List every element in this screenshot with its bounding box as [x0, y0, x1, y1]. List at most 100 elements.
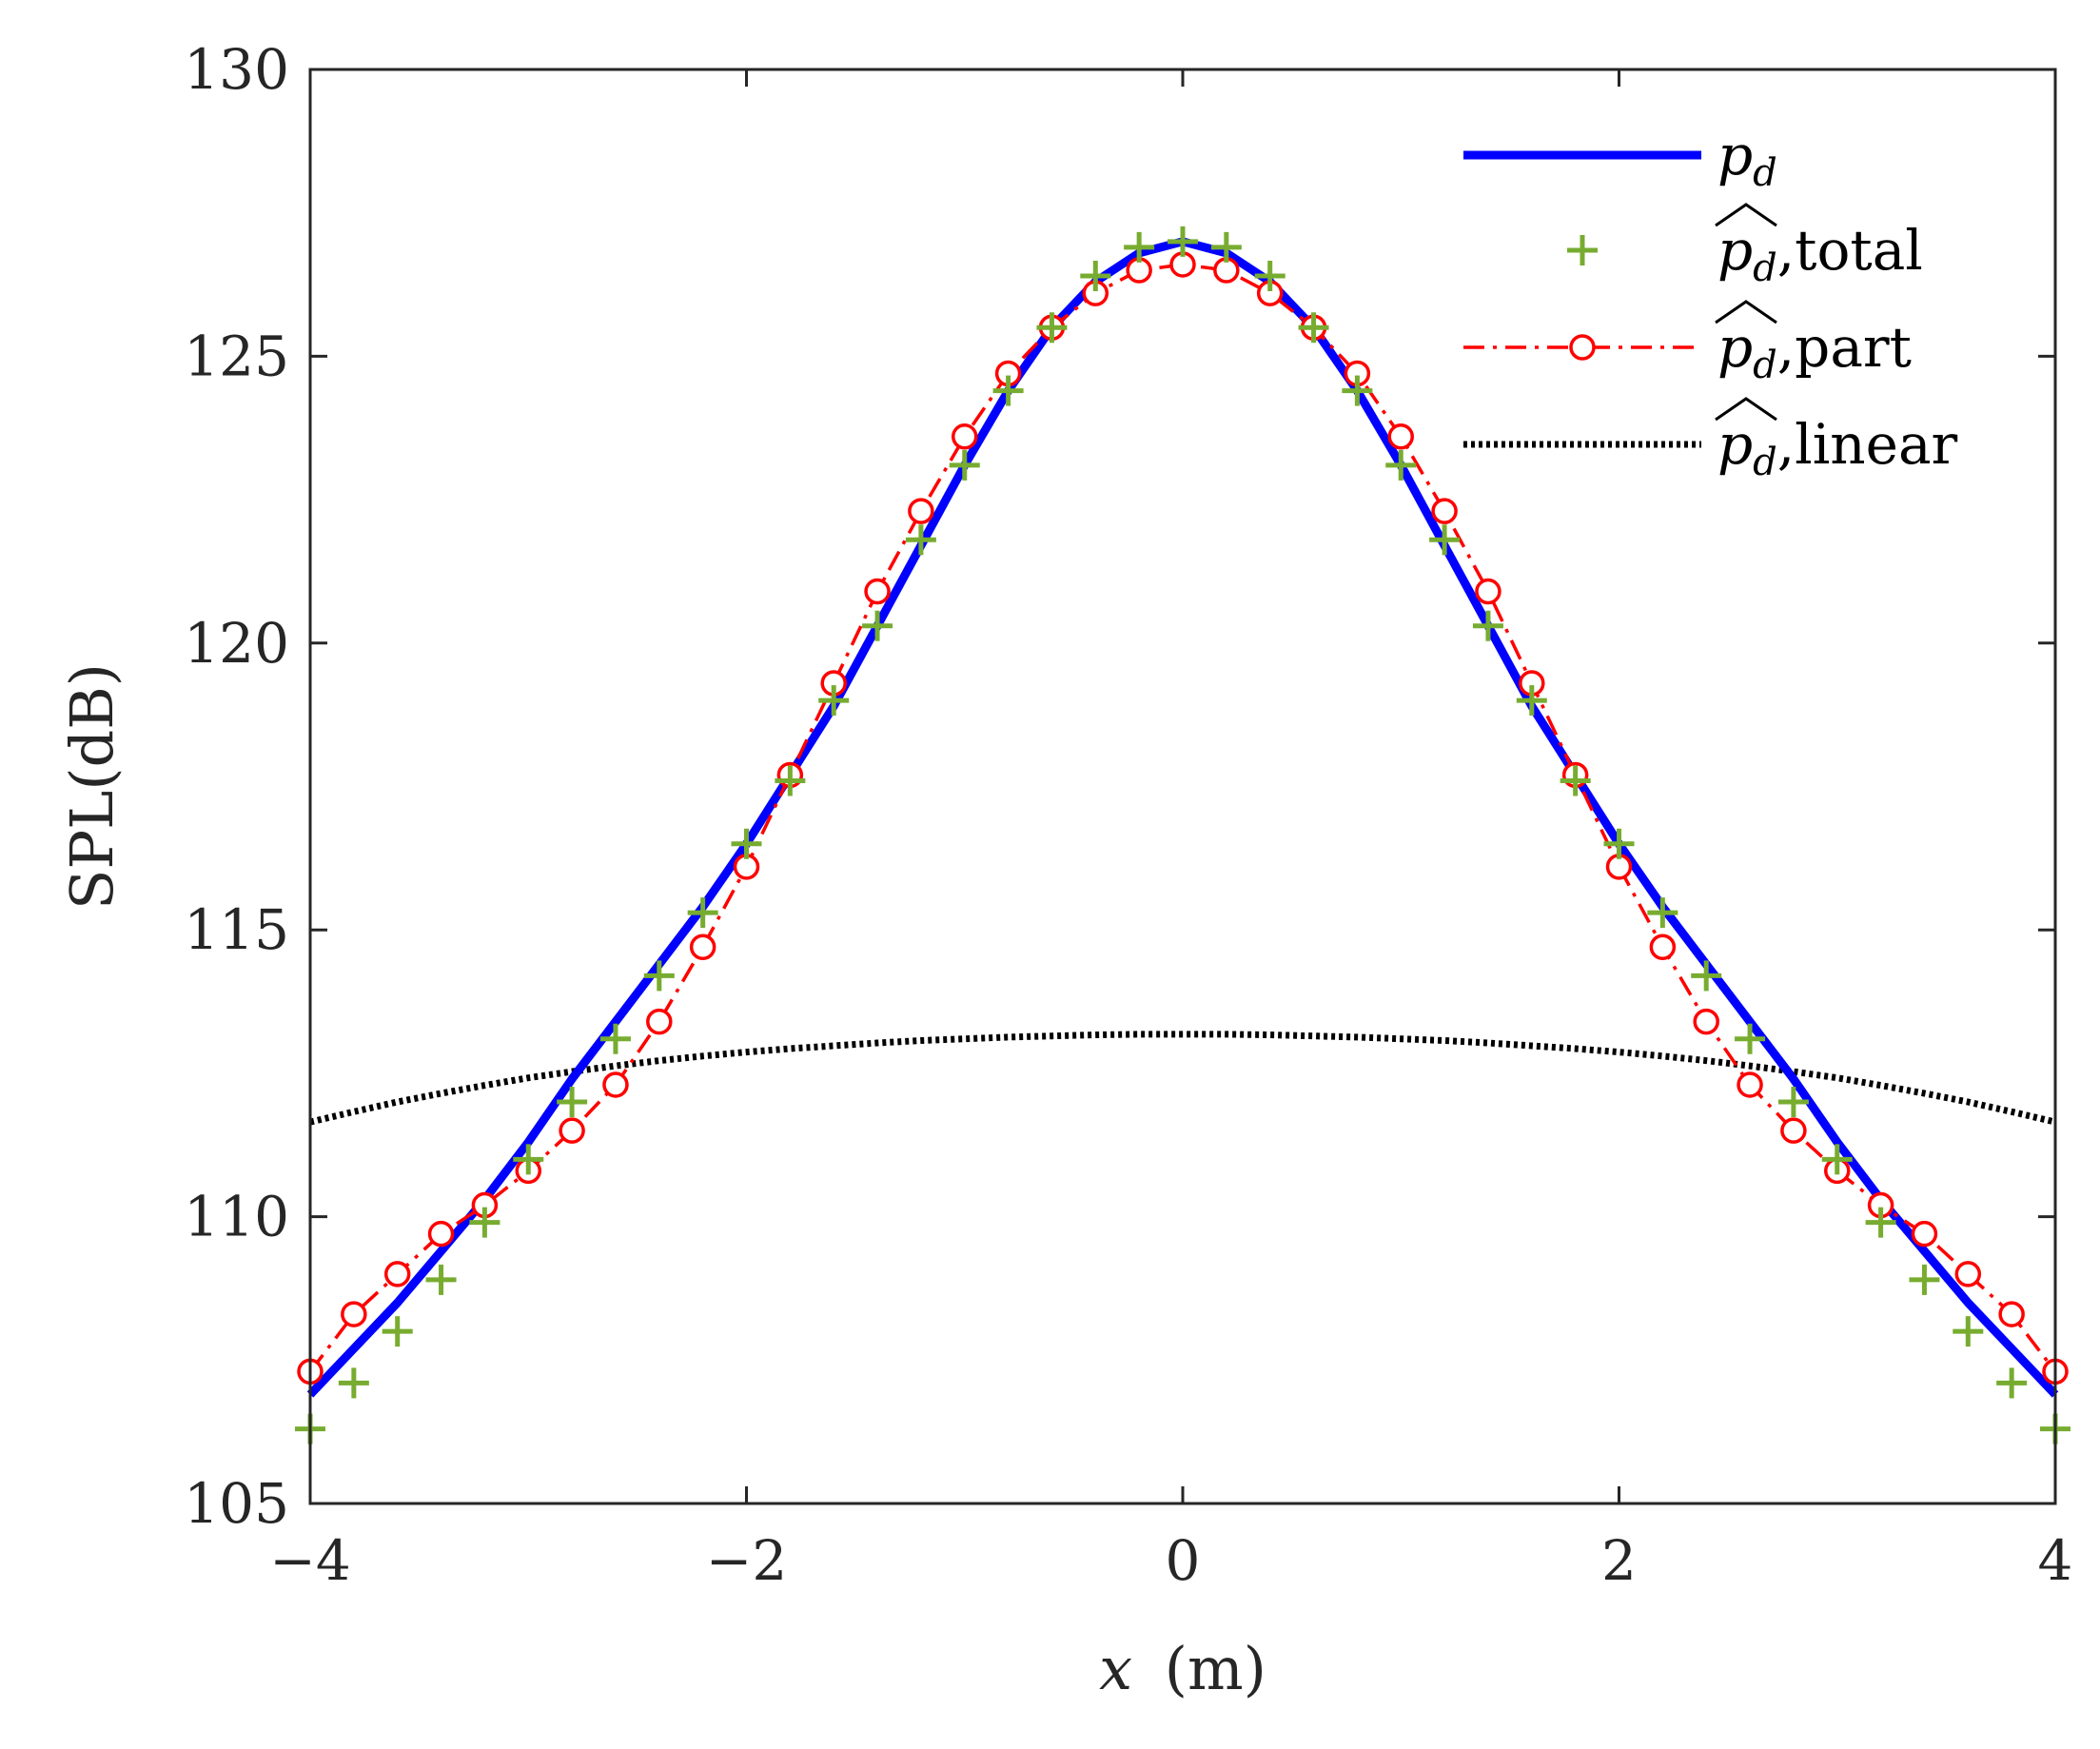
x-axis-label: x (m): [1099, 1634, 1266, 1703]
legend-label-main: p: [1717, 218, 1753, 283]
y-tick-label: 115: [184, 897, 289, 962]
legend-hat-accent: [1715, 397, 1777, 422]
x-axis-variable: x: [1099, 1634, 1132, 1703]
circle-marker: [1569, 334, 1596, 361]
plus-marker: [1821, 1144, 1853, 1175]
plus-marker: [1735, 1023, 1766, 1054]
plus-marker: [818, 685, 850, 717]
circle-marker: [1780, 1117, 1807, 1144]
circle-marker: [1431, 498, 1458, 524]
plus-marker: [1080, 261, 1111, 292]
circle-marker: [908, 498, 934, 524]
plus-marker: [1472, 610, 1503, 641]
y-axis-label: SPL(dB): [57, 663, 127, 910]
circle-marker: [1649, 933, 1677, 961]
plus-marker: [1691, 960, 1722, 992]
legend-entry-p_d_hat_linear: pd,linear: [1463, 397, 1958, 484]
plus-marker: [1298, 312, 1329, 344]
legend-label-suffix: ,part: [1777, 315, 1912, 380]
plus-marker: [1909, 1264, 1940, 1295]
plus-marker: [1996, 1367, 2028, 1399]
y-tick-label: 130: [184, 37, 289, 102]
legend-label-sub: d: [1753, 151, 1777, 195]
plus-marker: [1254, 261, 1286, 292]
plus-marker: [382, 1316, 413, 1347]
circle-marker: [1954, 1261, 1982, 1287]
y-tick-label: 105: [184, 1471, 289, 1536]
plus-marker: [1647, 897, 1678, 929]
plus-marker: [992, 375, 1024, 406]
legend-label-sub: d: [1753, 441, 1777, 484]
legend-label-suffix: ,total: [1777, 218, 1923, 283]
legend-label: pd,total: [1717, 218, 1923, 290]
circle-marker: [1387, 423, 1414, 450]
plus-marker: [1603, 828, 1635, 859]
circle-marker: [1693, 1008, 1719, 1035]
legend-label-suffix: ,linear: [1777, 412, 1958, 477]
circle-marker: [1475, 578, 1501, 605]
series-p_d_hat_linear: [309, 1031, 2056, 1126]
plus-marker: [1210, 231, 1242, 263]
plus-marker: [1777, 1087, 1809, 1118]
plus-marker: [1560, 765, 1591, 796]
circle-marker: [341, 1301, 367, 1327]
plus-marker: [1567, 235, 1598, 265]
circle-marker: [864, 578, 891, 605]
circle-marker: [1737, 1071, 1763, 1098]
circle-marker: [559, 1117, 585, 1144]
plus-marker: [905, 524, 936, 556]
axis-ticks: −4 −2 0 2 4 105 110 115 120 125 130: [184, 37, 2072, 1593]
plus-marker: [1036, 312, 1068, 344]
plus-marker: [643, 960, 675, 992]
plus-marker: [1865, 1207, 1896, 1238]
legend-label-main: p: [1717, 315, 1753, 380]
series-p_d_hat_total: [295, 226, 2071, 1444]
plot-area: [295, 226, 2071, 1444]
legend-label-sub: d: [1753, 246, 1777, 290]
plus-marker: [949, 449, 980, 481]
x-axis-unit: (m): [1165, 1634, 1266, 1703]
legend-entry-p_d_hat_total: pd,total: [1567, 203, 1923, 290]
y-tick-label: 110: [184, 1185, 289, 1249]
plus-marker: [1168, 226, 1198, 257]
plus-marker: [775, 765, 806, 796]
plus-marker: [599, 1023, 631, 1054]
plus-marker: [1385, 449, 1417, 481]
plus-marker: [862, 610, 893, 641]
circle-marker: [1911, 1220, 1938, 1248]
plus-marker: [338, 1367, 369, 1399]
legend-label-main: p: [1717, 123, 1753, 187]
circle-marker: [383, 1261, 411, 1287]
legend-label: pd: [1717, 123, 1777, 195]
circle-marker: [952, 423, 978, 450]
legend-label-main: p: [1717, 412, 1753, 477]
circle-marker: [646, 1008, 673, 1035]
x-tick-label: −4: [269, 1528, 351, 1593]
x-tick-label: 0: [1166, 1528, 1201, 1593]
legend-entry-p_d: pd: [1463, 123, 1777, 195]
y-tick-label: 120: [184, 611, 289, 676]
legend-entry-p_d_hat_part: pd,part: [1463, 300, 1912, 387]
plus-marker: [1342, 375, 1373, 406]
legend-label-sub: d: [1753, 344, 1777, 387]
y-tick-label: 125: [184, 324, 289, 388]
legend-label: pd,part: [1717, 315, 1912, 387]
legend-hat-accent: [1715, 300, 1777, 324]
plus-marker: [425, 1264, 457, 1295]
circle-marker: [602, 1071, 629, 1098]
legend-hat-accent: [1715, 203, 1777, 227]
plus-marker: [1124, 231, 1155, 263]
plus-marker: [557, 1087, 588, 1118]
plus-marker: [687, 897, 718, 929]
legend-label: pd,linear: [1717, 412, 1958, 484]
x-tick-label: 4: [2038, 1528, 2073, 1593]
plus-marker: [513, 1144, 544, 1175]
plus-marker: [731, 828, 762, 859]
series-line-p_d_hat_linear: [309, 1031, 2056, 1126]
plus-marker: [1429, 524, 1461, 556]
plus-marker: [469, 1207, 500, 1238]
circle-marker: [427, 1220, 455, 1248]
